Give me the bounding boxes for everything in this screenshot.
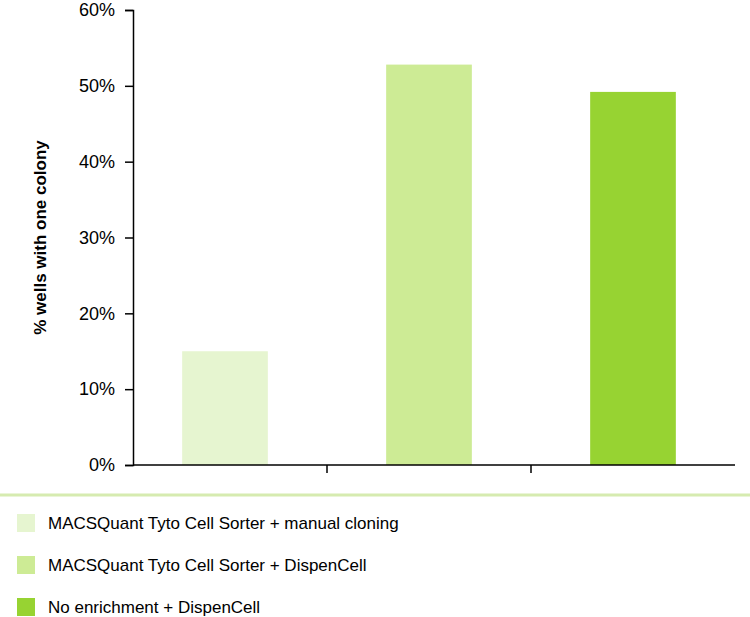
bar: [386, 65, 472, 465]
legend-label: MACSQuant Tyto Cell Sorter + manual clon…: [48, 514, 399, 533]
y-tick: 40%: [79, 152, 133, 172]
y-tick: 50%: [79, 76, 133, 96]
y-tick-mark: [125, 86, 133, 88]
y-tick-mark: [125, 465, 133, 467]
y-axis: 0% 10% 20% 30% 40% 50% 60%: [79, 0, 134, 475]
y-tick: 60%: [79, 0, 133, 20]
y-tick: 10%: [79, 379, 133, 399]
legend-label: No enrichment + DispenCell: [48, 598, 260, 617]
x-category-divider: [326, 465, 328, 473]
bar: [182, 351, 268, 465]
y-axis-line: [125, 11, 134, 466]
y-tick: 0%: [89, 455, 133, 475]
y-tick-label: 30%: [79, 228, 115, 248]
y-tick-label: 20%: [79, 304, 115, 324]
y-tick-label: 50%: [79, 76, 115, 96]
y-tick-mark: [125, 389, 133, 391]
legend-swatch: [17, 556, 35, 574]
legend-item: MACSQuant Tyto Cell Sorter + DispenCell: [17, 556, 367, 575]
y-tick-mark: [125, 10, 133, 12]
legend-swatch: [17, 514, 35, 532]
y-tick: 20%: [79, 304, 133, 324]
legend-item: MACSQuant Tyto Cell Sorter + manual clon…: [17, 514, 399, 533]
bar: [590, 92, 676, 465]
legend-label: MACSQuant Tyto Cell Sorter + DispenCell: [48, 556, 367, 575]
x-axis: [133, 465, 735, 473]
y-tick-mark: [125, 161, 133, 163]
y-tick: 30%: [79, 228, 133, 248]
legend-item: No enrichment + DispenCell: [17, 598, 260, 617]
bars: [182, 65, 676, 465]
x-axis-line: [133, 464, 735, 466]
y-axis-title: % wells with one colony: [31, 140, 50, 335]
y-tick-label: 40%: [79, 152, 115, 172]
x-category-divider: [530, 465, 532, 473]
y-tick-label: 60%: [79, 0, 115, 20]
y-tick-label: 0%: [89, 455, 115, 475]
chart: 0% 10% 20% 30% 40% 50% 60% % wells with one col…: [0, 0, 750, 617]
y-tick-mark: [125, 313, 133, 315]
y-tick-mark: [125, 237, 133, 239]
y-tick-label: 10%: [79, 379, 115, 399]
legend-separator: [0, 494, 750, 497]
legend: MACSQuant Tyto Cell Sorter + manual clon…: [0, 495, 750, 617]
legend-swatch: [17, 598, 35, 616]
